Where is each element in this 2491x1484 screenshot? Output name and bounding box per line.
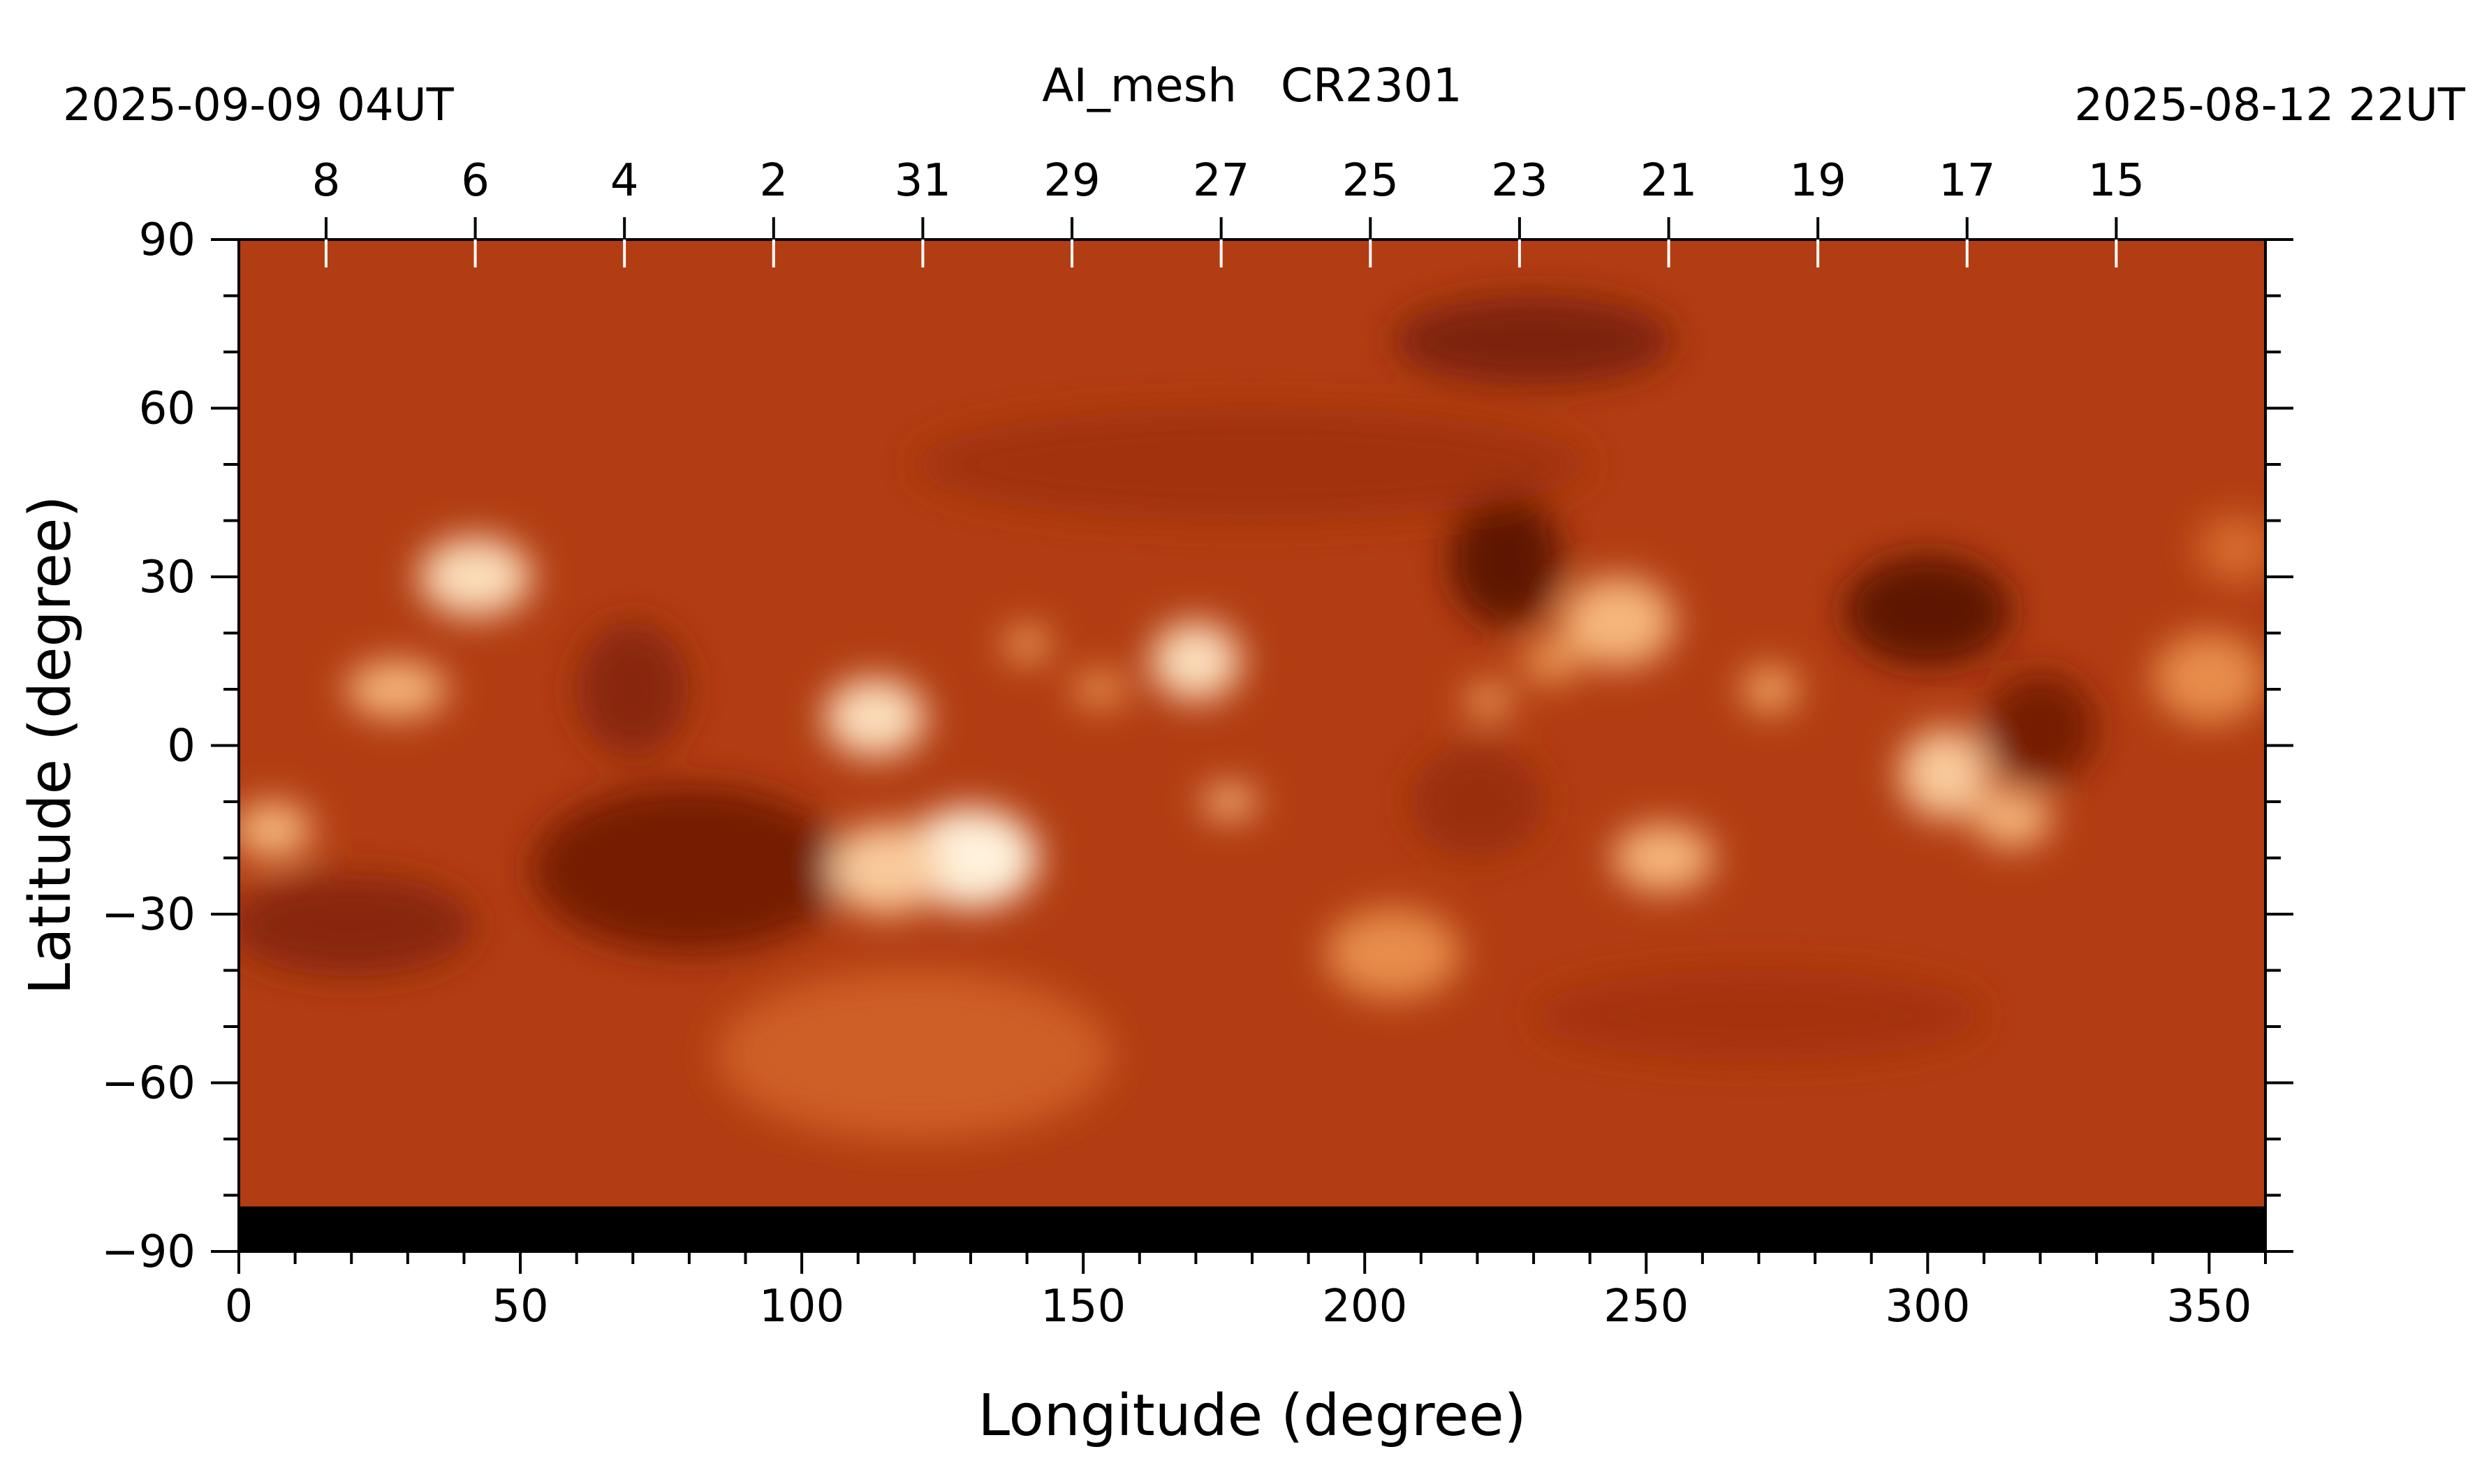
top-date-label: 23 bbox=[1491, 155, 1548, 207]
y-tick-label: −60 bbox=[101, 1058, 196, 1110]
intensity-features bbox=[239, 295, 2265, 1139]
y-tick-label: 30 bbox=[139, 552, 196, 603]
top-date-label: 6 bbox=[461, 155, 490, 207]
date-left-label: 2025-09-09 04UT bbox=[63, 80, 455, 131]
dark-region bbox=[1409, 745, 1545, 858]
chart-title: AI_mesh CR2301 bbox=[1042, 59, 1462, 112]
bright-region bbox=[418, 537, 532, 617]
y-tick-label: −30 bbox=[101, 889, 196, 941]
bright-region bbox=[1900, 728, 1990, 819]
bright-region bbox=[1972, 790, 2052, 847]
bright-region bbox=[239, 802, 312, 858]
x-tick-label: 300 bbox=[1885, 1281, 1970, 1332]
bright-region bbox=[1150, 622, 1241, 701]
bright-region bbox=[1612, 824, 1714, 892]
x-tick-label: 150 bbox=[1041, 1281, 1126, 1332]
top-date-axis: 8 6 4 2 31 29 27 25 23 21 19 17 15 bbox=[239, 155, 2265, 267]
y-axis-right bbox=[2265, 238, 2293, 1253]
bright-region bbox=[717, 970, 1112, 1139]
bright-region bbox=[830, 824, 943, 914]
x-tick-label: 200 bbox=[1322, 1281, 1407, 1332]
bright-region bbox=[2152, 633, 2265, 723]
y-tick-label: 0 bbox=[167, 721, 196, 772]
dark-region bbox=[576, 622, 689, 757]
no-data-band bbox=[239, 1206, 2265, 1251]
dark-region bbox=[1983, 672, 2097, 785]
plot-area bbox=[237, 238, 2267, 1253]
dark-region bbox=[1534, 970, 1984, 1061]
bright-region bbox=[346, 661, 448, 718]
y-tick-label: 90 bbox=[139, 214, 196, 266]
top-date-label: 31 bbox=[895, 155, 951, 207]
dark-region bbox=[914, 408, 1590, 521]
bright-region bbox=[1004, 627, 1050, 661]
bright-region bbox=[1072, 672, 1129, 707]
x-tick-label: 0 bbox=[225, 1281, 253, 1332]
bright-region bbox=[1742, 666, 1798, 712]
top-date-label: 19 bbox=[1789, 155, 1846, 207]
dark-region bbox=[239, 874, 476, 976]
x-axis-label: Longitude (degree) bbox=[978, 1383, 1526, 1449]
dark-region bbox=[1843, 554, 2013, 667]
x-tick-label: 250 bbox=[1603, 1281, 1689, 1332]
x-tick-label: 350 bbox=[2166, 1281, 2251, 1332]
top-date-label: 17 bbox=[1939, 155, 1995, 207]
x-tick-label: 50 bbox=[492, 1281, 548, 1332]
top-date-label: 8 bbox=[312, 155, 341, 207]
dark-region bbox=[531, 784, 847, 954]
bright-region bbox=[824, 677, 926, 757]
bright-region bbox=[1522, 638, 1579, 684]
top-date-label: 25 bbox=[1342, 155, 1399, 207]
bright-region bbox=[2198, 515, 2265, 583]
y-tick-label: −90 bbox=[101, 1226, 196, 1278]
x-tick-label: 100 bbox=[759, 1281, 844, 1332]
top-date-label: 29 bbox=[1043, 155, 1100, 207]
top-date-label: 21 bbox=[1640, 155, 1697, 207]
y-axis-left: 90 60 30 0 −30 −60 −90 bbox=[101, 214, 239, 1278]
top-date-label: 2 bbox=[759, 155, 788, 207]
bright-region bbox=[1325, 908, 1461, 999]
top-date-label: 15 bbox=[2088, 155, 2145, 207]
date-right-label: 2025-08-12 22UT bbox=[2074, 80, 2466, 131]
top-date-label: 4 bbox=[610, 155, 639, 207]
x-axis: 0 50 100 150 200 250 300 350 bbox=[225, 1251, 2267, 1332]
y-axis-label: Latitude (degree) bbox=[17, 496, 84, 995]
bright-region bbox=[1562, 577, 1675, 667]
dark-region bbox=[1449, 492, 1562, 628]
top-date-label: 27 bbox=[1193, 155, 1249, 207]
y-tick-label: 60 bbox=[139, 383, 196, 435]
dark-region bbox=[1393, 295, 1675, 386]
bright-region bbox=[1201, 784, 1258, 819]
bright-region bbox=[1466, 683, 1511, 718]
